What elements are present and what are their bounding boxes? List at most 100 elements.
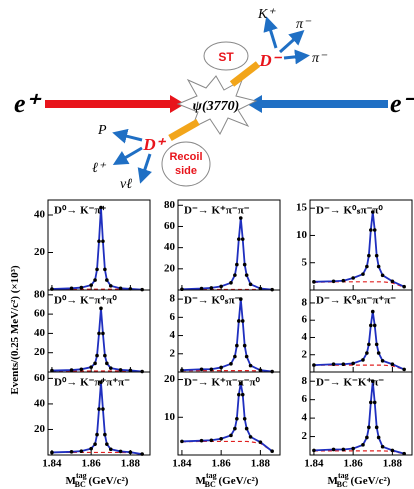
data-point: [402, 367, 406, 372]
data-point: [240, 237, 245, 241]
data-point: [199, 438, 204, 443]
arrow-right: [247, 95, 388, 113]
data-point: [50, 368, 54, 373]
data-point: [242, 343, 247, 348]
data-point: [118, 368, 123, 372]
x-axis-label: Mtag BC (GeV/c²): [328, 471, 391, 489]
arrow: [278, 29, 305, 54]
y-tick-label: 2: [302, 348, 308, 360]
data-point: [93, 442, 97, 446]
x-label-part: M: [66, 475, 77, 487]
signal-product: ℓ⁺: [92, 161, 107, 176]
data-point: [372, 323, 377, 328]
data-point: [244, 426, 249, 431]
fit-line: [51, 308, 143, 373]
y-tick-label: 4: [302, 412, 308, 424]
panel-title: D⁻→ K⁻K⁺π⁻: [316, 377, 384, 389]
data-point: [105, 278, 109, 282]
data-point: [50, 450, 54, 455]
data-point: [248, 282, 253, 287]
data-point: [69, 286, 74, 291]
y-tick-label: 20: [164, 262, 176, 274]
data-point: [370, 210, 375, 214]
data-point: [365, 351, 369, 355]
x-label-part: BC: [205, 480, 216, 489]
y-tick-label: 5: [302, 256, 308, 268]
data-point: [312, 448, 316, 453]
data-point: [270, 449, 274, 454]
data-point: [199, 286, 204, 291]
panel-title: D⁻→ K⁰ₛπ⁻π⁰: [316, 205, 383, 217]
panel: 2 4 6 8 D⁻→ K⁰ₛπ⁻π⁺π⁻: [302, 289, 413, 373]
data-point: [219, 436, 223, 441]
y-axis-label: Events/(0.25 MeV/c²) (×10³): [9, 265, 21, 395]
resonance: ψ(3770): [193, 99, 240, 114]
data-point: [367, 425, 371, 430]
data-point: [128, 450, 133, 454]
data-point: [105, 442, 109, 446]
background-fit: [313, 281, 405, 288]
data-point: [341, 362, 346, 367]
data-point: [93, 361, 97, 366]
data-point: [209, 438, 214, 443]
recoil-cloud: [161, 141, 211, 187]
x-label-part: (GeV/c²): [86, 475, 129, 487]
y-tick-label: 20: [34, 246, 46, 258]
arrow: [112, 128, 143, 144]
arrow: [137, 153, 152, 184]
x-axis-label: Mtag BC (GeV/c²): [66, 471, 129, 489]
data-point: [101, 407, 105, 411]
x-label-part: (GeV/c²): [216, 475, 259, 487]
beam-left: e⁺: [14, 89, 42, 118]
tag-product: π⁻: [296, 17, 312, 32]
data-point: [390, 279, 395, 284]
background-fit: [51, 451, 143, 455]
y-tick-label: 4: [170, 329, 176, 341]
data-point: [372, 400, 377, 405]
data-point: [380, 358, 385, 363]
tag-product: π⁻: [312, 51, 328, 66]
x-label-part: M: [328, 475, 339, 487]
x-tick-label: 1.84: [304, 458, 324, 470]
data-point: [235, 343, 239, 348]
data-point: [369, 228, 373, 232]
tag-meson: D⁻: [258, 51, 282, 70]
data-point: [99, 380, 103, 385]
signal-product: νℓ: [120, 177, 132, 192]
data-point: [235, 262, 239, 267]
data-point: [95, 353, 99, 358]
fit-line: [51, 207, 143, 291]
data-point: [79, 449, 84, 453]
data-point: [237, 237, 241, 241]
y-tick-label: 10: [164, 411, 176, 423]
data-point: [372, 228, 377, 232]
panel-title: D⁻→ K⁰ₛπ⁻: [184, 295, 241, 307]
data-point: [374, 342, 379, 347]
tag-label: ST: [218, 50, 234, 64]
x-tick-label: 1.86: [212, 458, 232, 470]
y-tick-label: 20: [164, 373, 176, 385]
background-fit: [181, 370, 273, 373]
data-point: [219, 284, 223, 289]
data-point: [376, 435, 381, 440]
data-point: [180, 287, 184, 292]
x-axis-label: Mtag BC (GeV/c²): [196, 471, 259, 489]
tag-product: K⁺: [257, 7, 276, 22]
data-point: [402, 284, 406, 289]
fit-line: [181, 299, 273, 373]
data-point: [229, 362, 233, 366]
frame: [309, 371, 413, 456]
data-point: [199, 367, 204, 372]
data-point: [341, 447, 346, 452]
signal-label: side: [175, 165, 197, 177]
y-tick-label: 40: [34, 209, 46, 221]
data-point: [233, 426, 237, 431]
data-point: [244, 354, 249, 359]
data-point: [89, 365, 93, 369]
data-point: [108, 366, 113, 370]
panel: 20 40 60 1.84 1.86 1.88 D⁰→ K⁻π⁺π⁺π⁻ Mtag BC (Ge…: [34, 371, 151, 489]
data-point: [351, 446, 355, 451]
y-tick-label: 6: [302, 393, 308, 405]
data-point: [370, 379, 375, 384]
data-point: [99, 205, 103, 210]
